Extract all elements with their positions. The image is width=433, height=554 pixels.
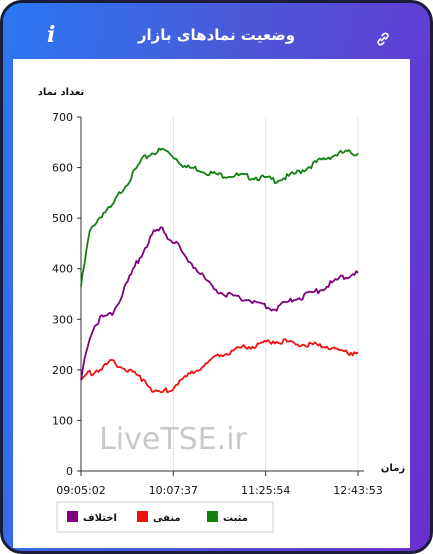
legend-box: [56, 501, 274, 533]
legend-label: منفی: [153, 513, 181, 524]
series-line-3: [80, 226, 359, 381]
series-line-1: [80, 147, 359, 287]
y-tick-label: 700: [52, 111, 73, 124]
info-icon[interactable]: i: [47, 22, 56, 48]
y-tick-label: 100: [52, 414, 73, 427]
chart-panel: LiveTSE.ir 0 100 200 300 400 500 600 700 09:05:0…: [13, 59, 410, 548]
header-bar: i وضعیت نمادهای بازار: [3, 3, 430, 59]
x-tick-label: 09:05:02: [56, 484, 105, 497]
y-tick-label: 400: [52, 263, 73, 276]
legend: مثبت منفی اختلاف: [56, 501, 274, 533]
y-tick-label: 600: [52, 162, 73, 175]
legend-label: مثبت: [223, 513, 248, 524]
watermark: LiveTSE.ir: [99, 422, 247, 457]
y-tick-label: 300: [52, 313, 73, 326]
legend-swatch: [67, 511, 78, 522]
x-tick-label: 10:07:37: [149, 484, 198, 497]
legend-label: اختلاف: [83, 513, 117, 524]
line-chart: LiveTSE.ir 0 100 200 300 400 500 600 700 09:05:0…: [38, 87, 405, 533]
widget-title: وضعیت نمادهای بازار: [137, 26, 296, 44]
series-layer: [80, 147, 359, 394]
y-tick-label: 0: [66, 465, 73, 478]
legend-swatch: [207, 511, 218, 522]
x-axis-label: زمان: [381, 463, 405, 474]
x-tick-label: 11:25:54: [241, 484, 290, 497]
y-axis-label: تعداد نماد: [38, 87, 85, 98]
axes-layer: 0 100 200 300 400 500 600 700 09:05:02 10:07:37 11…: [52, 111, 383, 497]
link-icon[interactable]: [375, 31, 391, 47]
legend-swatch: [137, 511, 148, 522]
series-line-2: [80, 338, 359, 394]
y-tick-label: 200: [52, 364, 73, 377]
y-tick-label: 500: [52, 212, 73, 225]
x-tick-label: 12:43:53: [333, 484, 382, 497]
